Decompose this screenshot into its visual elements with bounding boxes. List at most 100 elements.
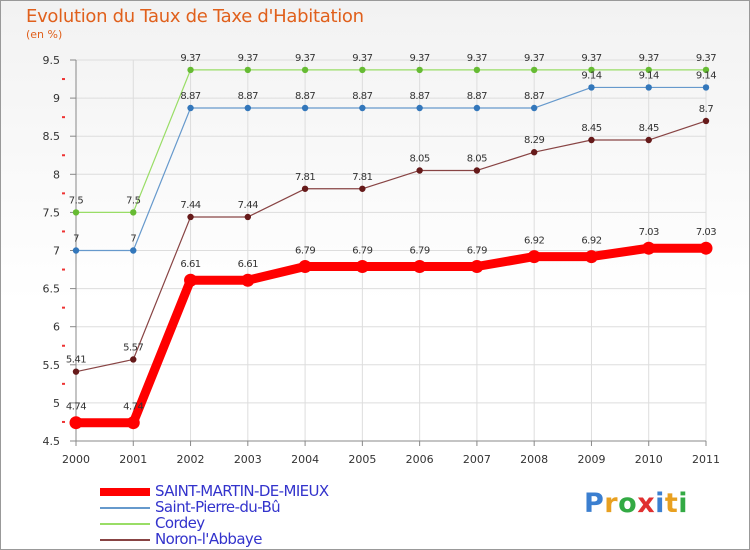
data-label: 8.87 xyxy=(238,91,258,102)
x-tick-label: 2003 xyxy=(234,453,262,466)
logo-letter: r xyxy=(604,488,619,519)
data-point xyxy=(72,368,80,375)
data-label: 8.05 xyxy=(410,153,430,164)
logo-letter: t xyxy=(664,488,679,519)
logo-letter: i xyxy=(655,488,665,519)
logo-letter: o xyxy=(618,488,638,519)
data-point xyxy=(699,241,713,255)
series-line-3 xyxy=(75,120,707,373)
data-label: 6.79 xyxy=(295,246,315,257)
series-line-1 xyxy=(75,86,707,252)
data-label: 6.79 xyxy=(467,246,487,257)
data-point xyxy=(413,260,427,274)
legend-swatch xyxy=(100,507,150,509)
data-label: 9.37 xyxy=(410,53,430,64)
grid xyxy=(75,59,707,442)
data-label: 9.14 xyxy=(696,70,716,81)
data-point xyxy=(359,185,366,192)
data-label: 9.37 xyxy=(295,53,315,64)
data-point xyxy=(527,250,541,264)
data-point xyxy=(72,247,80,254)
data-label: 8.45 xyxy=(581,123,601,134)
y-axis-unit-label: (en %) xyxy=(26,28,63,41)
logo-letter: x xyxy=(637,488,656,519)
data-point xyxy=(130,356,137,363)
data-point xyxy=(241,273,255,287)
legend-swatch xyxy=(100,523,150,525)
x-tick-label: 2000 xyxy=(62,453,90,466)
data-point xyxy=(530,66,538,74)
data-point xyxy=(130,209,137,216)
y-tick-label: 9.5 xyxy=(43,54,61,67)
data-point xyxy=(645,66,652,74)
data-label: 9.37 xyxy=(467,53,487,64)
data-point xyxy=(473,104,481,112)
x-tick-label: 2008 xyxy=(520,453,548,466)
x-tick-label: 2001 xyxy=(119,453,147,466)
y-tick-label: 5 xyxy=(53,397,60,410)
data-label: 7.03 xyxy=(639,227,659,238)
data-label: 7.5 xyxy=(126,195,141,206)
x-tick-label: 2005 xyxy=(348,453,376,466)
y-tick-label: 5.5 xyxy=(43,359,61,372)
legend-label: Saint-Pierre-du-Bû xyxy=(155,498,281,516)
data-label: 8.45 xyxy=(639,123,659,134)
data-label: 8.05 xyxy=(467,153,487,164)
data-label: 8.87 xyxy=(524,91,544,102)
data-point xyxy=(184,273,198,287)
data-point xyxy=(702,117,710,125)
data-label: 6.61 xyxy=(180,259,200,270)
x-tick-label: 2007 xyxy=(463,453,491,466)
data-label: 4.74 xyxy=(66,402,86,413)
data-label: 9.37 xyxy=(180,53,200,64)
data-point xyxy=(588,84,595,91)
data-point xyxy=(584,250,598,264)
data-point xyxy=(244,66,252,74)
logo-letter: P xyxy=(584,488,605,519)
data-label: 8.87 xyxy=(352,91,372,102)
proxiti-logo: Proxiti xyxy=(584,488,688,519)
data-label: 7.81 xyxy=(352,172,372,183)
x-tick-label: 2010 xyxy=(635,453,663,466)
y-tick-label: 6.5 xyxy=(43,283,61,296)
x-tick-label: 2011 xyxy=(692,453,720,466)
data-point xyxy=(244,213,252,221)
data-label: 8.87 xyxy=(410,91,430,102)
legend-label: Noron-l'Abbaye xyxy=(155,530,262,548)
data-label: 6.79 xyxy=(410,246,430,257)
legend-label: Cordey xyxy=(155,514,205,532)
data-label: 7 xyxy=(130,234,136,245)
data-point xyxy=(244,104,252,112)
y-tick-label: 7 xyxy=(53,245,60,258)
data-point xyxy=(359,66,366,74)
data-labels: 5.41 5.57 7.44 7.44 7.81 7.81 8.05 8.05 8.29 8.45… xyxy=(66,53,717,413)
data-label: 7.81 xyxy=(295,172,315,183)
data-point xyxy=(473,66,481,74)
data-point xyxy=(702,66,710,74)
data-point xyxy=(473,167,481,174)
series-lines xyxy=(71,69,711,428)
data-label: 6.79 xyxy=(352,246,372,257)
data-label: 7.44 xyxy=(238,200,258,211)
data-label: 7.44 xyxy=(180,200,200,211)
legend-label: SAINT-MARTIN-DE-MIEUX xyxy=(155,482,329,500)
data-point xyxy=(187,66,194,74)
data-point xyxy=(530,149,538,156)
y-tick-label: 8 xyxy=(53,168,60,181)
data-label: 9.14 xyxy=(581,70,601,81)
data-point xyxy=(359,104,366,112)
x-tick-label: 2002 xyxy=(177,453,205,466)
y-tick-label: 6 xyxy=(53,321,60,334)
series-points xyxy=(69,66,713,430)
data-point xyxy=(355,260,369,274)
series-line-2 xyxy=(75,69,707,213)
data-label: 8.87 xyxy=(180,91,200,102)
y-tick-label: 8.5 xyxy=(43,130,61,143)
data-point xyxy=(301,185,309,192)
data-label: 7.5 xyxy=(69,195,84,206)
data-point xyxy=(72,209,80,216)
legend-swatch xyxy=(100,488,150,496)
x-tick-label: 2006 xyxy=(406,453,434,466)
data-point xyxy=(130,247,137,254)
